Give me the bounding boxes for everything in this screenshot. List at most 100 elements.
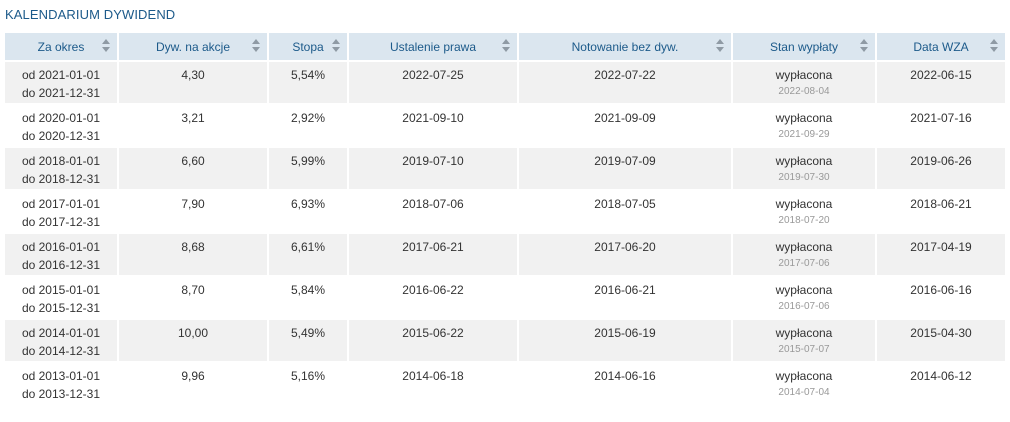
cell-status: wypłacona 2014-07-04	[733, 361, 877, 404]
period-to: do 2013-12-31	[21, 387, 101, 401]
cell-status: wypłacona 2019-07-30	[733, 146, 877, 189]
dividend-value: 10,00	[177, 326, 209, 340]
dividend-value: 6,60	[181, 154, 205, 168]
cell-record-date: 2022-07-25	[349, 60, 519, 103]
cell-period: od 2014-01-01 do 2014-12-31	[5, 318, 119, 361]
cell-rate: 6,61%	[269, 232, 349, 275]
agm-date-value: 2019-06-26	[910, 154, 972, 168]
cell-period: od 2015-01-01 do 2015-12-31	[5, 275, 119, 318]
sort-arrows-icon[interactable]	[102, 39, 111, 52]
cell-period: od 2016-01-01 do 2016-12-31	[5, 232, 119, 275]
payment-date: 2021-09-29	[778, 129, 830, 140]
cell-rate: 5,84%	[269, 275, 349, 318]
rate-value: 5,16%	[290, 369, 326, 383]
dividend-table: Za okres Dyw. na akcje Stopa Ustalenie p…	[5, 33, 1005, 404]
period-from: od 2016-01-01	[21, 240, 101, 254]
cell-agm-date: 2015-04-30	[877, 318, 1005, 361]
cell-period: od 2020-01-01 do 2020-12-31	[5, 103, 119, 146]
cell-agm-date: 2016-06-16	[877, 275, 1005, 318]
column-header-dividend[interactable]: Dyw. na akcje	[119, 33, 269, 60]
table-row: od 2014-01-01 do 2014-12-31 10,00 5,49% 2015…	[5, 318, 1005, 361]
record-date-value: 2019-07-10	[402, 154, 464, 168]
dividend-value: 8,70	[181, 283, 205, 297]
agm-date-value: 2022-06-15	[910, 68, 972, 82]
cell-agm-date: 2019-06-26	[877, 146, 1005, 189]
cell-status: wypłacona 2021-09-29	[733, 103, 877, 146]
cell-ex-date: 2015-06-19	[519, 318, 733, 361]
sort-arrows-icon[interactable]	[860, 39, 869, 52]
table-row: od 2020-01-01 do 2020-12-31 3,21 2,92% 2021-…	[5, 103, 1005, 146]
column-header-rate[interactable]: Stopa	[269, 33, 349, 60]
cell-status: wypłacona 2015-07-07	[733, 318, 877, 361]
column-header-ex-date[interactable]: Notowanie bez dyw.	[519, 33, 733, 60]
cell-record-date: 2018-07-06	[349, 189, 519, 232]
cell-dividend: 7,90	[119, 189, 269, 232]
period-from: od 2018-01-01	[21, 154, 101, 168]
column-header-status[interactable]: Stan wypłaty	[733, 33, 877, 60]
status-value: wypłacona	[775, 154, 833, 168]
period-from: od 2020-01-01	[21, 111, 101, 125]
column-header-agm[interactable]: Data WZA	[877, 33, 1005, 60]
rate-value: 5,84%	[290, 283, 326, 297]
column-header-label: Za okres	[37, 39, 85, 54]
status-value: wypłacona	[775, 283, 833, 297]
cell-dividend: 8,68	[119, 232, 269, 275]
payment-date: 2019-07-30	[778, 172, 830, 183]
sort-arrows-icon[interactable]	[716, 39, 725, 52]
cell-agm-date: 2018-06-21	[877, 189, 1005, 232]
column-header-label: Stan wypłaty	[769, 39, 839, 54]
period-to: do 2017-12-31	[21, 215, 101, 229]
rate-value: 5,99%	[290, 154, 326, 168]
column-header-label: Notowanie bez dyw.	[571, 39, 679, 54]
cell-agm-date: 2021-07-16	[877, 103, 1005, 146]
status-value: wypłacona	[775, 369, 833, 383]
period-from: od 2015-01-01	[21, 283, 101, 297]
cell-dividend: 10,00	[119, 318, 269, 361]
sort-arrows-icon[interactable]	[502, 39, 511, 52]
rate-value: 5,49%	[290, 326, 326, 340]
agm-date-value: 2016-06-16	[910, 283, 972, 297]
cell-status: wypłacona 2017-07-06	[733, 232, 877, 275]
payment-date: 2016-07-06	[778, 301, 830, 312]
cell-dividend: 8,70	[119, 275, 269, 318]
cell-rate: 2,92%	[269, 103, 349, 146]
column-header-record-date[interactable]: Ustalenie prawa	[349, 33, 519, 60]
cell-rate: 5,99%	[269, 146, 349, 189]
cell-period: od 2018-01-01 do 2018-12-31	[5, 146, 119, 189]
ex-date-value: 2022-07-22	[594, 68, 656, 82]
period-to: do 2016-12-31	[21, 258, 101, 272]
sort-arrows-icon[interactable]	[990, 39, 999, 52]
ex-date-value: 2016-06-21	[594, 283, 656, 297]
ex-date-value: 2017-06-20	[594, 240, 656, 254]
record-date-value: 2022-07-25	[402, 68, 464, 82]
table-row: od 2016-01-01 do 2016-12-31 8,68 6,61% 2017-…	[5, 232, 1005, 275]
ex-date-value: 2015-06-19	[594, 326, 656, 340]
sort-arrows-icon[interactable]	[332, 39, 341, 52]
agm-date-value: 2021-07-16	[910, 111, 972, 125]
cell-status: wypłacona 2016-07-06	[733, 275, 877, 318]
agm-date-value: 2015-04-30	[910, 326, 972, 340]
cell-rate: 6,93%	[269, 189, 349, 232]
cell-record-date: 2015-06-22	[349, 318, 519, 361]
cell-ex-date: 2014-06-16	[519, 361, 733, 404]
status-value: wypłacona	[775, 326, 833, 340]
rate-value: 5,54%	[290, 68, 326, 82]
cell-dividend: 9,96	[119, 361, 269, 404]
dividend-value: 3,21	[181, 111, 205, 125]
cell-record-date: 2014-06-18	[349, 361, 519, 404]
column-header-label: Stopa	[292, 39, 324, 54]
sort-arrows-icon[interactable]	[252, 39, 261, 52]
record-date-value: 2015-06-22	[402, 326, 464, 340]
agm-date-value: 2014-06-12	[910, 369, 972, 383]
period-to: do 2020-12-31	[21, 129, 101, 143]
dividend-value: 7,90	[181, 197, 205, 211]
agm-date-value: 2018-06-21	[910, 197, 972, 211]
column-header-period[interactable]: Za okres	[5, 33, 119, 60]
period-to: do 2021-12-31	[21, 86, 101, 100]
rate-value: 6,61%	[290, 240, 326, 254]
period-to: do 2015-12-31	[21, 301, 101, 315]
table-row: od 2017-01-01 do 2017-12-31 7,90 6,93% 2018-…	[5, 189, 1005, 232]
payment-date: 2017-07-06	[778, 258, 830, 269]
cell-rate: 5,49%	[269, 318, 349, 361]
payment-date: 2015-07-07	[778, 344, 830, 355]
